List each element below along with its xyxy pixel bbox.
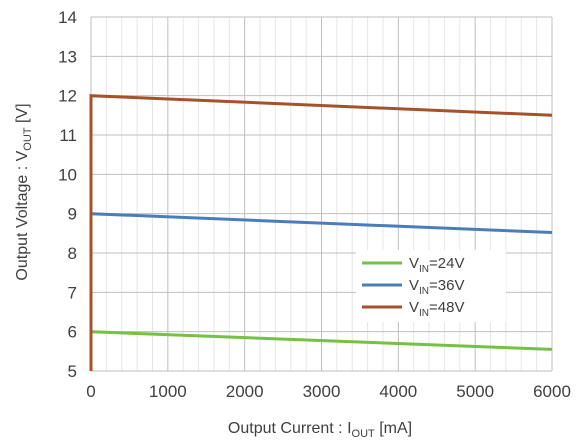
legend-label-2: VIN=36V [409, 277, 464, 297]
x-tick-label: 1000 [149, 382, 187, 401]
y-tick-label: 11 [59, 126, 77, 145]
x-tick-label: 4000 [379, 382, 417, 401]
legend-label-1: VIN=24V [409, 255, 464, 275]
x-tick-label: 6000 [533, 382, 571, 401]
y-tick-label: 5 [68, 362, 77, 381]
y-axis-title-unit: [V] [14, 103, 31, 127]
y-tick-label: 7 [68, 283, 77, 302]
y-tick-label: 9 [68, 205, 77, 224]
tick-labels: 0 1000 2000 3000 4000 5000 6000 5 6 7 8 9 10 11 12 13 14 [58, 8, 571, 401]
y-tick-label: 13 [58, 47, 77, 66]
x-tick-label: 3000 [303, 382, 341, 401]
y-tick-label: 8 [68, 244, 77, 263]
x-tick-label: 2000 [226, 382, 264, 401]
x-axis-title-sub: OUT [352, 428, 376, 440]
x-axis-title: Output Current : IOUT [mA] [228, 420, 412, 440]
y-tick-label: 12 [58, 87, 77, 106]
y-axis-title-sub: OUT [22, 127, 34, 151]
series-lines [89, 94, 553, 371]
y-axis-title: Output Voltage : VOUT [V] [14, 103, 34, 280]
y-tick-label: 14 [58, 8, 77, 27]
y-tick-label: 10 [58, 165, 77, 184]
y-tick-label: 6 [68, 323, 77, 342]
x-tick-label: 0 [86, 382, 95, 401]
x-tick-label: 5000 [456, 382, 494, 401]
series-line-3 [89, 94, 553, 371]
legend-label-3: VIN=48V [409, 299, 464, 319]
x-axis-title-unit: [mA] [375, 420, 412, 437]
x-axis-title-main: Output Current : I [228, 420, 352, 437]
y-axis-title-main: Output Voltage : V [14, 150, 31, 280]
